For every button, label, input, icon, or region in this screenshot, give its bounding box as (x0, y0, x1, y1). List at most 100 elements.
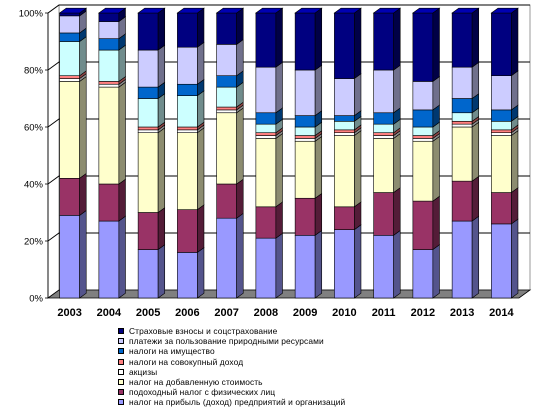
chart-floor (46, 289, 532, 299)
gridline (47, 175, 530, 185)
bar-segment (294, 140, 316, 199)
bar-segment-side (118, 81, 126, 185)
legend-swatch (118, 379, 124, 386)
bar-segment-side (197, 41, 205, 85)
bar-segment (412, 200, 434, 250)
legend-item: платежи за пользование природными ресурс… (118, 336, 538, 346)
bar-segment-side (79, 209, 87, 299)
bar-segment-side (511, 218, 519, 299)
bar-segment (216, 109, 237, 114)
bar-segment (59, 215, 80, 299)
x-tick-label: 2012 (411, 307, 435, 319)
chart-bars (58, 7, 519, 299)
bar-segment-side (354, 7, 362, 80)
bar-segment (412, 249, 434, 299)
bar-column-2010 (333, 7, 362, 299)
bar-segment (334, 78, 355, 116)
bar-segment (491, 192, 512, 225)
x-axis: 2003 2004 2005 2006 2007 2008 2009 2010 2011 2012… (57, 307, 514, 319)
bar-top (411, 7, 441, 14)
bar-segment (294, 69, 316, 116)
bar-segment (59, 41, 80, 77)
bar-segment (216, 217, 237, 299)
bar-column-2007 (215, 7, 245, 299)
bar-segment (412, 12, 434, 82)
bar-segment-side (471, 215, 480, 299)
legend-label: платежи за пользование природными ресурс… (129, 336, 324, 347)
bar-segment-side (432, 195, 440, 251)
x-tick-label: 2011 (372, 307, 396, 319)
bar-segment-side (354, 73, 362, 117)
x-tick-label: 2014 (489, 307, 514, 319)
bar-segment (216, 106, 237, 111)
bar-segment (137, 98, 159, 128)
bar-segment-side (197, 127, 205, 211)
bar-top (58, 7, 88, 14)
bar-segment (177, 126, 198, 131)
bar-segment (59, 15, 80, 34)
bar-segment (137, 86, 159, 99)
bar-segment (137, 49, 159, 88)
bar-segment (373, 112, 394, 125)
bar-segment-side (236, 38, 244, 77)
bar-segment (98, 81, 120, 85)
side-wall (47, 4, 60, 299)
legend-label: налог на прибыль (доход) предприятий и о… (129, 397, 346, 408)
legend-item: налоги на имущество (118, 346, 538, 356)
gridline (47, 232, 530, 242)
legend-label: налог на добавленную стоимость (129, 377, 263, 388)
bar-segment (59, 12, 80, 17)
chart-back-wall (47, 4, 531, 299)
bar-segment-side (197, 7, 205, 48)
bar-segment (334, 229, 355, 299)
bar-segment-side (314, 7, 323, 71)
bar-segment (334, 129, 355, 134)
bar-segment (451, 180, 473, 222)
bar-segment (294, 126, 316, 136)
bar-segment (59, 81, 80, 179)
bar-segment-side (79, 172, 87, 216)
bar-segment (373, 235, 394, 299)
gridline (47, 61, 530, 71)
bar-segment (334, 206, 355, 230)
bar-segment-side (275, 201, 283, 239)
bar-segment-side (432, 7, 440, 82)
bar-segment (373, 135, 394, 139)
bar-segment (491, 135, 512, 193)
bar-segment (451, 112, 473, 122)
bar-top (490, 7, 519, 14)
bar-segment-side (157, 244, 166, 299)
bar-segment (451, 220, 473, 299)
bar-segment (255, 12, 277, 68)
bar-segment (98, 86, 120, 185)
bar-segment-side (197, 90, 205, 128)
bar-segment-side (511, 70, 519, 111)
bar-segment-side (393, 133, 401, 194)
gridline (47, 118, 530, 128)
bar-segment (137, 249, 159, 299)
x-tick-label: 2005 (136, 307, 160, 319)
bar-column-2009 (294, 7, 323, 299)
bar-segment (98, 21, 120, 39)
bar-segment (59, 78, 80, 82)
bar-segment-side (432, 135, 440, 202)
bar-segment-side (354, 224, 362, 299)
gridline (47, 4, 530, 14)
bar-segment (491, 223, 512, 299)
bar-segment (137, 12, 159, 51)
bar-column-2006 (176, 7, 205, 299)
x-tick-label: 2008 (254, 307, 278, 319)
bar-segment-side (157, 44, 166, 88)
bar-segment (491, 109, 512, 122)
bar-segment (98, 83, 120, 88)
bar-top (97, 7, 127, 14)
bar-segment-side (118, 215, 126, 299)
bar-segment (98, 220, 120, 299)
bar-segment (216, 183, 237, 219)
bar-segment (255, 66, 277, 114)
bar-segment-side (197, 247, 205, 299)
legend-item: подоходный налог с физических лиц (118, 387, 538, 397)
bar-segment (137, 129, 159, 134)
bar-segment (294, 135, 316, 139)
